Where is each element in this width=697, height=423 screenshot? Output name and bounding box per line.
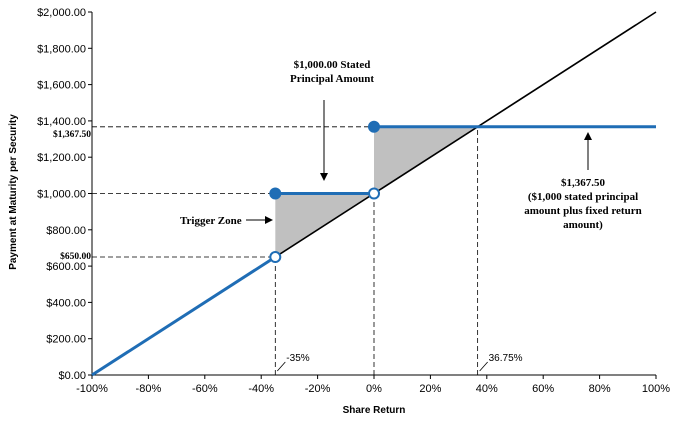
x-tick-label: 100%: [642, 383, 670, 395]
y-tick-label: $600.00: [46, 261, 86, 273]
right-annotation-line2: ($1,000 stated principal: [528, 191, 638, 203]
axes: [88, 11, 657, 379]
y-tick-label: $0.00: [58, 370, 86, 382]
filled-point: [368, 120, 380, 133]
y-tick-label: $1,400.00: [37, 116, 86, 128]
y-value-label: $1,367.50: [53, 129, 91, 140]
x-tick-label: 60%: [532, 383, 554, 395]
y-tick-label: $1,800.00: [37, 43, 86, 55]
right-annotation-line1: $1,367.50: [561, 177, 606, 189]
y-tick-label: $1,000.00: [37, 189, 86, 201]
trigger-zone-label: Trigger Zone: [180, 215, 242, 227]
open-point: [269, 251, 282, 264]
x-tick-label: 80%: [589, 383, 611, 395]
x-value-label: 36.75%: [489, 353, 523, 364]
x-tick-label: -80%: [136, 383, 162, 395]
right-arrowhead: [584, 132, 592, 140]
x-tick-label: -20%: [305, 383, 331, 395]
right-annotation-line3: amount plus fixed return: [524, 205, 641, 217]
y-axis-title: Payment at Maturity per Security: [8, 114, 19, 270]
filled-point: [269, 187, 282, 200]
principal-annotation-line1: $1,000.00 Stated: [294, 59, 371, 71]
trigger-arrowhead: [265, 216, 273, 224]
x-value-leader: [277, 361, 286, 372]
open-point: [368, 187, 380, 200]
data-points: [269, 120, 380, 264]
y-tick-label: $2,000.00: [37, 7, 86, 19]
x-tick-label: -100%: [76, 383, 108, 395]
x-tick-label: 0%: [366, 383, 382, 395]
x-tick-label: -60%: [192, 383, 218, 395]
principal-annotation-line2: Principal Amount: [290, 73, 374, 85]
x-value-leader: [479, 361, 488, 372]
principal-arrowhead: [320, 173, 328, 181]
y-tick-label: $800.00: [46, 225, 86, 237]
y-tick-label: $200.00: [46, 334, 86, 346]
x-tick-label: 20%: [419, 383, 441, 395]
tick-labels: $0.00 $200.00 $400.00 $600.00 $800.00 $1,000.…: [37, 7, 670, 395]
y-value-label: $650.00: [60, 251, 91, 262]
y-tick-label: $400.00: [46, 297, 86, 309]
x-axis-title: Share Return: [343, 405, 406, 416]
right-annotation-line4: amount): [563, 219, 603, 231]
x-value-label: -35%: [286, 353, 309, 364]
y-tick-label: $1,600.00: [37, 80, 86, 92]
x-tick-label: 40%: [476, 383, 498, 395]
payoff-segment-1: [91, 255, 277, 377]
x-tick-label: -40%: [248, 383, 274, 395]
guide-lines: [92, 126, 479, 375]
y-tick-label: $1,200.00: [37, 152, 86, 164]
